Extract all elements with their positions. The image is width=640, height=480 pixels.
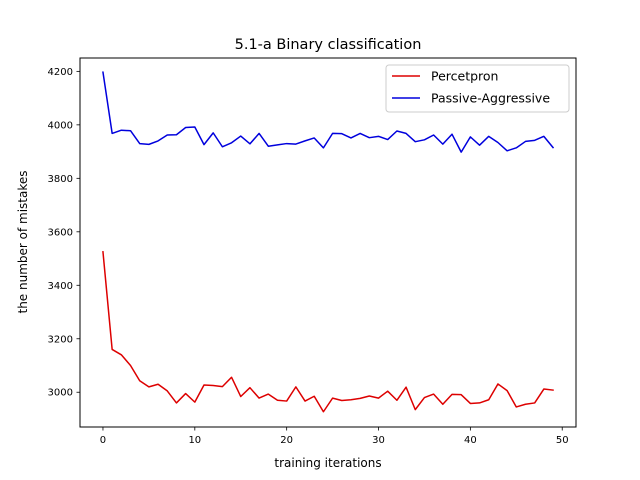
y-axis: 3000 3200 3400 3600 3800 4000 4200 bbox=[48, 67, 80, 399]
x-tick-label: 50 bbox=[556, 435, 569, 446]
y-tick-label: 3800 bbox=[48, 174, 73, 185]
y-tick-label: 4000 bbox=[48, 120, 73, 131]
legend-label-0: Percetpron bbox=[431, 69, 498, 84]
y-tick-label: 4200 bbox=[48, 67, 73, 78]
x-tick-label: 0 bbox=[100, 435, 106, 446]
x-axis-label: training iterations bbox=[274, 456, 381, 470]
legend: Percetpron Passive-Aggressive bbox=[385, 64, 570, 113]
plot-lines bbox=[102, 71, 555, 413]
legend-frame bbox=[385, 64, 570, 113]
x-tick-label: 40 bbox=[464, 435, 477, 446]
legend-label-1: Passive-Aggressive bbox=[431, 91, 550, 106]
y-tick-label: 3200 bbox=[48, 334, 73, 345]
x-tick-label: 20 bbox=[280, 435, 293, 446]
x-tick-label: 10 bbox=[188, 435, 201, 446]
chart-title: 5.1-a Binary classification bbox=[235, 37, 422, 53]
x-tick-label: 30 bbox=[372, 435, 385, 446]
y-tick-label: 3000 bbox=[48, 388, 73, 399]
series-line-1 bbox=[102, 71, 555, 153]
y-axis-label: the number of mistakes bbox=[16, 170, 30, 313]
x-axis: 0 10 20 30 40 50 bbox=[100, 427, 569, 446]
y-tick-label: 3600 bbox=[48, 227, 73, 238]
plot-area-frame bbox=[79, 57, 577, 428]
y-tick-label: 3400 bbox=[48, 281, 73, 292]
series-line-0 bbox=[102, 251, 554, 413]
